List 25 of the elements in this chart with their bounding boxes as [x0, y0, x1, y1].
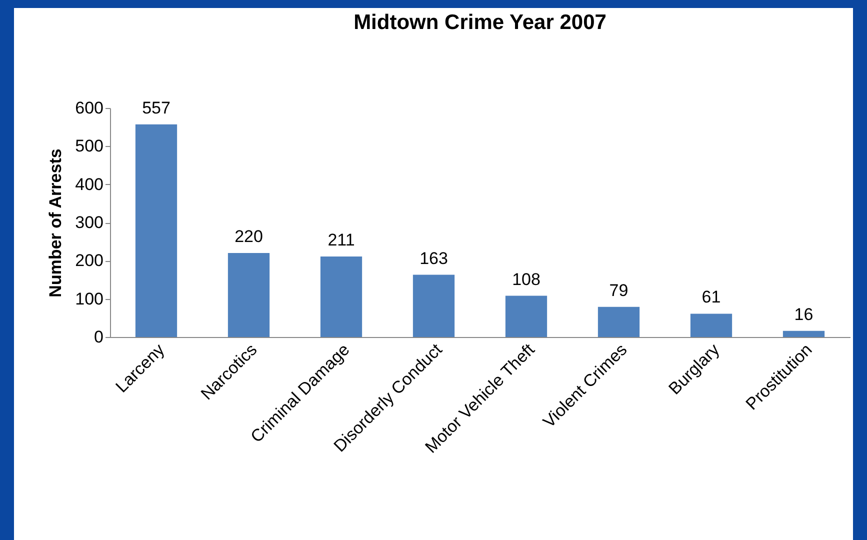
y-tick-label: 0 — [94, 328, 104, 346]
y-tick-label: 600 — [75, 98, 104, 118]
data-label: 79 — [609, 280, 628, 300]
y-tick-label: 400 — [75, 174, 104, 194]
y-tick-label: 200 — [75, 251, 104, 270]
bar — [598, 306, 640, 337]
bar — [412, 274, 455, 337]
bar — [690, 314, 732, 337]
y-tick-label: 300 — [75, 213, 104, 232]
bar — [320, 256, 362, 337]
y-tick-label: 100 — [75, 289, 104, 308]
data-label: 211 — [328, 230, 355, 250]
data-label: 220 — [234, 227, 263, 246]
data-label: 16 — [794, 304, 814, 324]
y-axis-title: Number of Arrests — [46, 148, 66, 298]
bar — [505, 296, 548, 337]
y-tick-label: 500 — [75, 136, 104, 156]
bar — [782, 330, 825, 337]
bar — [135, 124, 178, 337]
data-label: 61 — [702, 288, 721, 307]
bar — [228, 253, 270, 337]
data-label: 108 — [512, 270, 540, 289]
chart-title: Midtown Crime Year 2007 — [354, 11, 606, 34]
data-label: 163 — [420, 248, 448, 268]
data-label: 557 — [142, 98, 170, 118]
